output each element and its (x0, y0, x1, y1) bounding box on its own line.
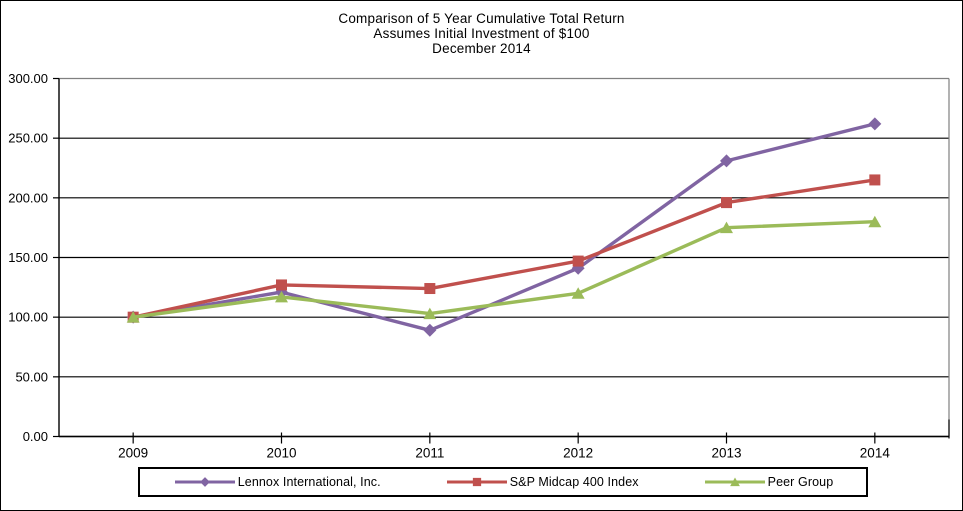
data-point (868, 117, 882, 131)
chart-title-line-1: Comparison of 5 Year Cumulative Total Re… (338, 11, 625, 26)
data-point (868, 215, 882, 228)
y-tick-label: 200.00 (8, 190, 48, 205)
legend-marker-icon (446, 477, 507, 487)
legend-item: Lennox International, Inc. (173, 475, 381, 489)
y-tick-label: 0.00 (23, 429, 48, 444)
data-point (721, 197, 732, 209)
x-tick-label: 2011 (415, 446, 444, 461)
data-point (572, 255, 584, 267)
series-line (132, 122, 876, 332)
y-tick-label: 150.00 (8, 250, 48, 265)
legend-item: S&P Midcap 400 Index (445, 475, 639, 489)
series-line (132, 220, 875, 319)
legend-label: Lennox International, Inc. (237, 475, 381, 489)
data-point (276, 279, 287, 291)
x-tick-label: 2012 (563, 446, 593, 461)
x-tick-label: 2010 (266, 446, 296, 461)
data-point (424, 283, 436, 295)
chart-title: Comparison of 5 Year Cumulative Total Re… (1, 11, 962, 56)
data-point (423, 307, 437, 320)
data-point (275, 290, 288, 303)
legend: Lennox International, Inc. S&P Midcap 400… (138, 467, 868, 497)
legend-label: S&P Midcap 400 Index (509, 475, 639, 489)
data-point (423, 323, 437, 337)
x-tick-label: 2013 (711, 446, 741, 461)
y-tick-label: 300.00 (8, 71, 48, 86)
data-point (720, 154, 733, 168)
data-point (720, 221, 733, 234)
x-tick-label: 2014 (860, 446, 891, 461)
chart-title-line-2: Assumes Initial Investment of $100 (373, 26, 590, 41)
y-tick-label: 100.00 (8, 310, 48, 325)
y-tick-label: 250.00 (8, 131, 48, 146)
legend-marker-icon (174, 477, 235, 487)
legend-label: Peer Group (767, 475, 834, 489)
series-line (132, 178, 876, 319)
legend-item: Peer Group (703, 475, 834, 489)
data-point (869, 174, 881, 186)
y-tick-label: 50.00 (15, 369, 48, 384)
chart-title-line-3: December 2014 (432, 41, 531, 56)
legend-marker-icon (704, 477, 765, 487)
data-point (571, 287, 585, 299)
x-tick-label: 2009 (118, 446, 148, 461)
data-point (126, 311, 140, 323)
